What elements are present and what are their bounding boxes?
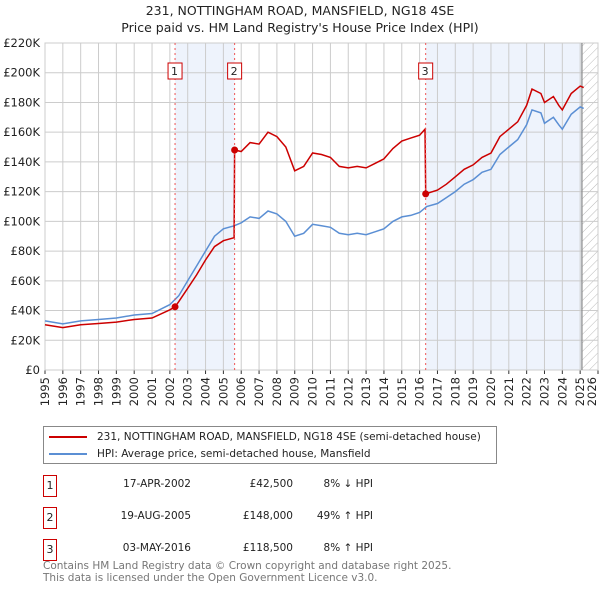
hpi-line-swatch [49, 453, 87, 455]
x-tick-label: 2006 [234, 377, 248, 406]
x-tick-label: 2016 [413, 377, 427, 406]
y-tick-label: £100K [3, 214, 40, 228]
y-tick-label: £200K [3, 66, 40, 80]
sale-point [422, 190, 430, 198]
y-tick-label: £140K [3, 155, 40, 169]
sale-date: 17-APR-2002 [123, 478, 191, 490]
x-tick-label: 2012 [341, 377, 355, 406]
hpi-series-line [44, 106, 584, 325]
x-tick-label: 1996 [56, 377, 70, 406]
y-tick-label: £160K [3, 125, 40, 139]
projection-hatch [581, 43, 598, 370]
x-tick-label: 2005 [216, 377, 230, 406]
x-tick-label: 2021 [502, 377, 516, 406]
plot-area: 1995 1996 1997 1998 1999 2000 2001 2002 2003 2004… [3, 36, 599, 406]
sale-date: 19-AUG-2005 [120, 510, 191, 522]
shaded-period [175, 43, 235, 370]
chart-subtitle: Price paid vs. HM Land Registry's House … [121, 20, 479, 35]
y-tick-label: £220K [3, 36, 40, 50]
sale-hpi-diff: 49% ↑ HPI [316, 510, 373, 522]
y-tick-label: £60K [11, 274, 41, 288]
x-tick-label: 1998 [92, 377, 106, 406]
sale-badge: 2 [43, 507, 57, 529]
sale-marker-box [167, 62, 183, 80]
x-tick-label: 2022 [520, 377, 534, 406]
x-tick-label: 2023 [537, 377, 551, 406]
sale-hpi-diff: 8% ↓ HPI [323, 478, 373, 490]
sale-marker-label: 2 [231, 65, 238, 78]
y-tick-label: £20K [11, 333, 41, 347]
x-tick-label: 2026 [585, 377, 599, 406]
sale-date: 03-MAY-2016 [122, 542, 191, 554]
x-tick-label: 2019 [466, 377, 480, 406]
footer-licence: This data is licensed under the Open Gov… [43, 572, 378, 584]
x-tick-label: 2008 [270, 377, 284, 406]
sale-badge: 3 [43, 539, 57, 561]
y-tick-label: £120K [3, 185, 40, 199]
x-tick-label: 2010 [306, 377, 320, 406]
x-tick-label: 2024 [555, 377, 569, 406]
x-tick-label: 2007 [252, 377, 266, 406]
x-tick-label: 2003 [181, 377, 195, 406]
x-tick-label: 2013 [359, 377, 373, 406]
plot-border [44, 42, 599, 371]
x-tick-label: 2004 [199, 377, 213, 406]
sale-marker-label: 1 [171, 65, 178, 78]
sale-marker-label: 3 [422, 65, 429, 78]
x-tick-label: 2009 [288, 377, 302, 406]
sale-price: £42,500 [249, 478, 293, 490]
x-tick-label: 2017 [430, 377, 444, 406]
x-tick-label: 2025 [573, 377, 587, 406]
sale-badge: 1 [43, 475, 57, 497]
legend-label: 231, NOTTINGHAM ROAD, MANSFIELD, NG18 4S… [97, 431, 481, 443]
x-tick-label: 2002 [163, 377, 177, 406]
x-tick-label: 2014 [377, 377, 391, 406]
legend-item-property: 231, NOTTINGHAM ROAD, MANSFIELD, NG18 4S… [49, 429, 481, 445]
legend-label: HPI: Average price, semi-detached house,… [97, 448, 371, 460]
property-series-line [44, 85, 584, 329]
sale-marker-box [227, 62, 243, 80]
x-tick-label: 2015 [395, 377, 409, 406]
x-tick-label: 2011 [323, 377, 337, 406]
sale-price: £118,500 [242, 542, 293, 554]
x-tick-label: 1999 [109, 377, 123, 406]
y-tick-label: £80K [11, 244, 41, 258]
x-tick-label: 1997 [74, 377, 88, 406]
sale-hpi-diff: 8% ↑ HPI [323, 542, 373, 554]
legend: 231, NOTTINGHAM ROAD, MANSFIELD, NG18 4S… [43, 426, 497, 464]
footer-copyright: Contains HM Land Registry data © Crown c… [43, 560, 452, 572]
x-tick-label: 2000 [127, 377, 141, 406]
legend-item-hpi: HPI: Average price, semi-detached house,… [49, 446, 371, 462]
x-tick-label: 1995 [38, 377, 52, 406]
property-line-swatch [49, 436, 87, 438]
y-tick-label: £0 [25, 363, 40, 377]
sale-marker-box [418, 62, 434, 80]
shaded-period [425, 43, 582, 370]
sale-point [171, 303, 179, 311]
x-tick-label: 2001 [145, 377, 159, 406]
chart-title: 231, NOTTINGHAM ROAD, MANSFIELD, NG18 4S… [145, 3, 455, 18]
x-tick-label: 2018 [448, 377, 462, 406]
y-tick-label: £40K [11, 304, 41, 318]
sale-price: £148,000 [242, 510, 293, 522]
x-tick-label: 2020 [484, 377, 498, 406]
sale-point [231, 146, 239, 154]
y-tick-label: £180K [3, 95, 40, 109]
